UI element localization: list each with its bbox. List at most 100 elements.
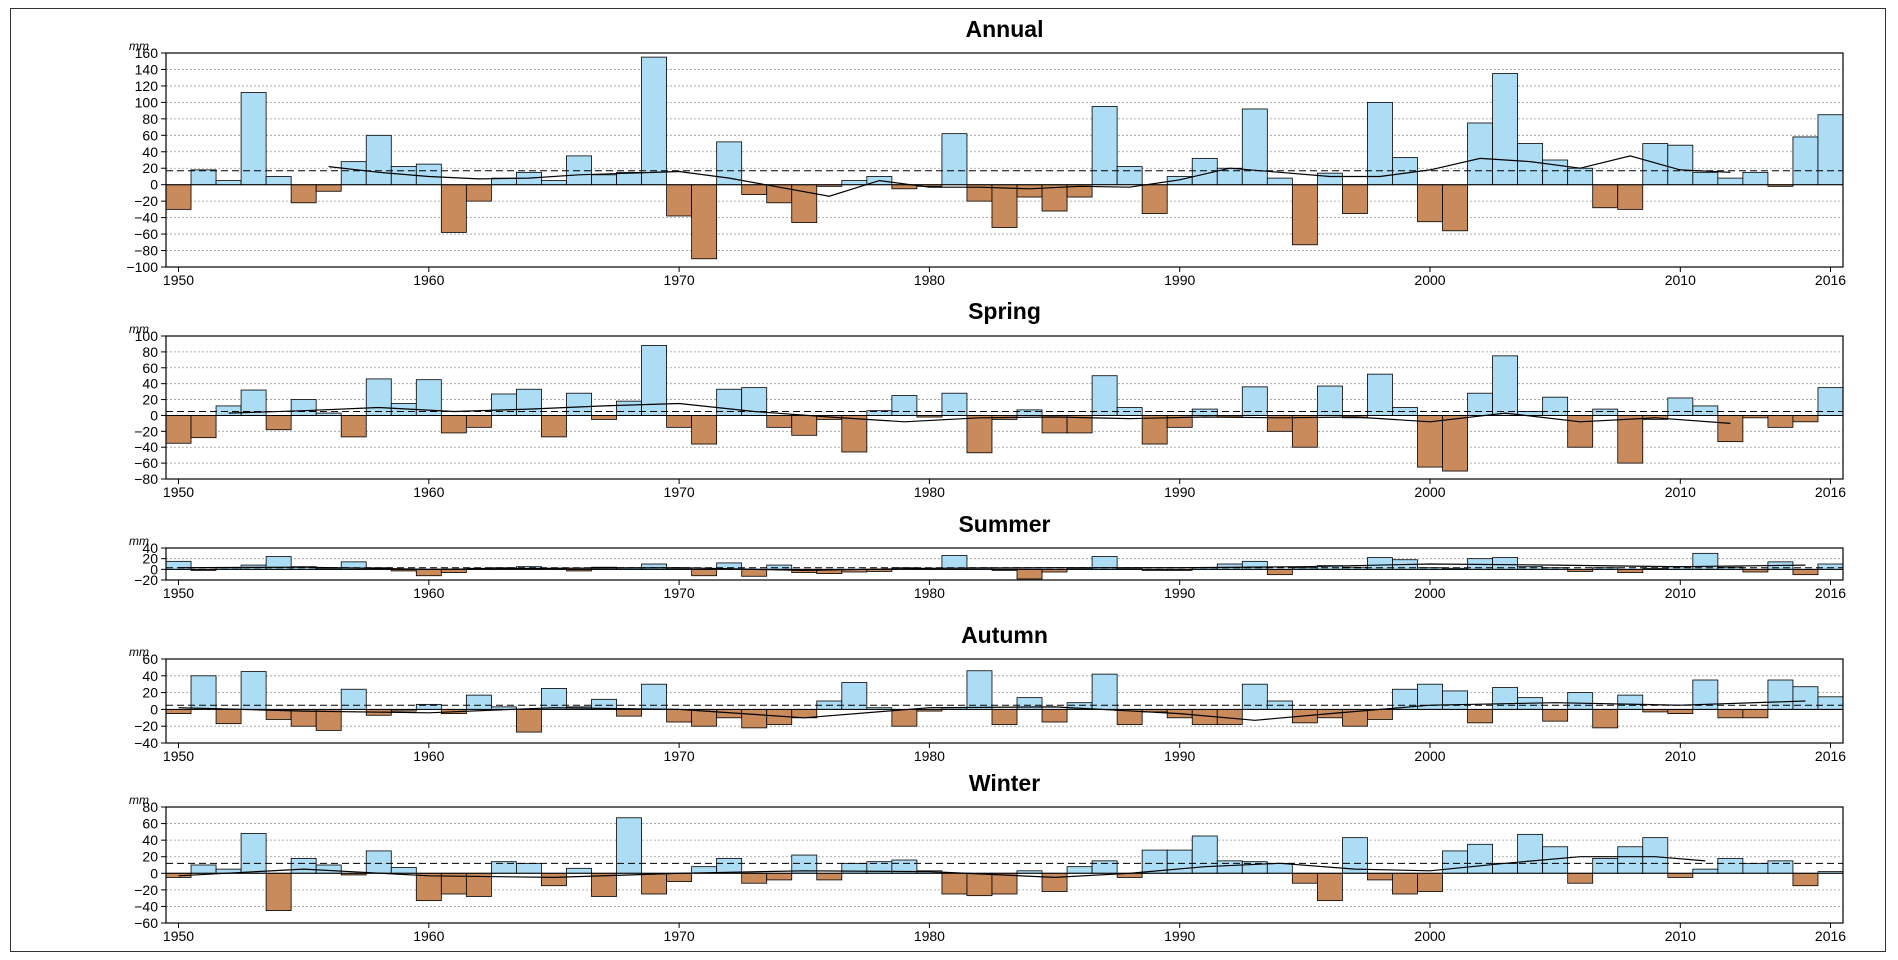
y-tick-label: 100 — [135, 328, 159, 344]
bar-1979 — [891, 709, 918, 727]
bar-1982 — [966, 872, 993, 897]
x-tick-label: 1960 — [413, 272, 444, 288]
bar-1971 — [691, 568, 718, 577]
bar-1954 — [265, 872, 292, 911]
bar-2012 — [1717, 709, 1744, 719]
bar-2001 — [1442, 690, 1468, 710]
bar-1955 — [290, 399, 317, 416]
y-tick-label: 80 — [142, 344, 158, 360]
bar-1955 — [290, 184, 317, 204]
y-tick-label: 0 — [150, 407, 158, 423]
bar-2000 — [1417, 184, 1443, 223]
y-tick-label: 0 — [150, 561, 158, 577]
bar-1983 — [991, 872, 1018, 895]
x-tick-label: 2000 — [1414, 484, 1445, 500]
bar-1951 — [190, 169, 217, 186]
plot-border — [165, 547, 1844, 581]
bar-1981 — [941, 392, 968, 416]
x-tick-label: 2016 — [1815, 272, 1846, 288]
x-tick-label: 1950 — [163, 272, 194, 288]
bar-1968 — [616, 709, 642, 717]
y-tick-label: −20 — [134, 572, 158, 588]
bar-2009 — [1642, 143, 1669, 186]
x-tick-label: 1960 — [413, 484, 444, 500]
bar-2012 — [1717, 415, 1744, 443]
bar-2007 — [1592, 408, 1619, 416]
bar-1952 — [215, 405, 242, 416]
bar-1983 — [991, 184, 1018, 228]
x-tick-label: 1990 — [1164, 484, 1195, 500]
y-tick-label: 0 — [150, 701, 158, 717]
bar-1958 — [365, 378, 392, 416]
y-tick-label: 40 — [142, 540, 158, 556]
bar-1987 — [1091, 673, 1118, 710]
bar-1965 — [541, 688, 567, 710]
bar-2004 — [1517, 833, 1544, 874]
bar-1951 — [190, 415, 217, 439]
bar-2010 — [1667, 709, 1694, 715]
bar-2007 — [1592, 857, 1619, 874]
bar-1996 — [1316, 385, 1343, 416]
bar-2015 — [1792, 136, 1819, 186]
x-tick-label: 1990 — [1164, 272, 1195, 288]
y-tick-label: 20 — [142, 551, 158, 567]
plot-border — [165, 335, 1844, 480]
bar-1996 — [1316, 872, 1343, 902]
bar-2008 — [1617, 846, 1644, 874]
bar-1960 — [415, 568, 442, 577]
x-tick-label: 1960 — [413, 928, 444, 944]
trend-line — [328, 155, 1731, 197]
bar-2015 — [1792, 686, 1819, 710]
x-tick-label: 2010 — [1665, 928, 1696, 944]
y-tick-label: −40 — [134, 439, 158, 455]
bar-2006 — [1567, 692, 1594, 710]
bar-1985 — [1041, 872, 1068, 892]
bar-1962 — [465, 184, 492, 202]
plot-border — [165, 658, 1844, 744]
bar-1972 — [716, 857, 743, 874]
bar-1961 — [440, 184, 467, 233]
bar-1960 — [415, 872, 442, 902]
x-tick-label: 2010 — [1665, 585, 1696, 601]
bar-1977 — [841, 415, 868, 453]
y-unit-label: mm — [129, 645, 149, 659]
y-tick-label: 100 — [135, 94, 159, 110]
bar-2003 — [1492, 862, 1519, 874]
x-tick-label: 1980 — [914, 484, 945, 500]
bar-2010 — [1667, 144, 1694, 186]
y-tick-label: 20 — [142, 392, 158, 408]
bar-1968 — [616, 171, 642, 186]
bar-1977 — [841, 180, 868, 186]
bar-2013 — [1742, 709, 1769, 719]
bar-1962 — [465, 694, 492, 710]
y-tick-label: −40 — [134, 210, 158, 226]
bar-1957 — [340, 415, 367, 438]
bar-1955 — [290, 709, 317, 727]
y-unit-label: mm — [129, 39, 149, 53]
x-tick-label: 2000 — [1414, 928, 1445, 944]
bar-1989 — [1141, 415, 1168, 445]
y-tick-label: 80 — [142, 111, 158, 127]
bar-1969 — [641, 56, 667, 186]
x-tick-label: 2016 — [1815, 748, 1846, 764]
bar-1985 — [1041, 709, 1068, 723]
bar-2015 — [1792, 872, 1819, 887]
bar-1957 — [340, 688, 367, 710]
bar-1984 — [1016, 184, 1043, 198]
bar-1956 — [315, 184, 342, 192]
bar-1997 — [1342, 184, 1368, 214]
bar-2007 — [1592, 709, 1619, 729]
bar-1995 — [1291, 184, 1318, 246]
bar-1993 — [1241, 108, 1268, 186]
bar-1956 — [315, 709, 342, 731]
bar-2012 — [1717, 857, 1744, 874]
bar-2008 — [1617, 415, 1644, 464]
bar-1974 — [766, 872, 793, 881]
y-tick-label: −60 — [134, 915, 158, 931]
x-tick-label: 2010 — [1665, 748, 1696, 764]
bar-2011 — [1692, 405, 1719, 416]
bar-2001 — [1442, 850, 1468, 874]
bar-1969 — [641, 563, 667, 570]
